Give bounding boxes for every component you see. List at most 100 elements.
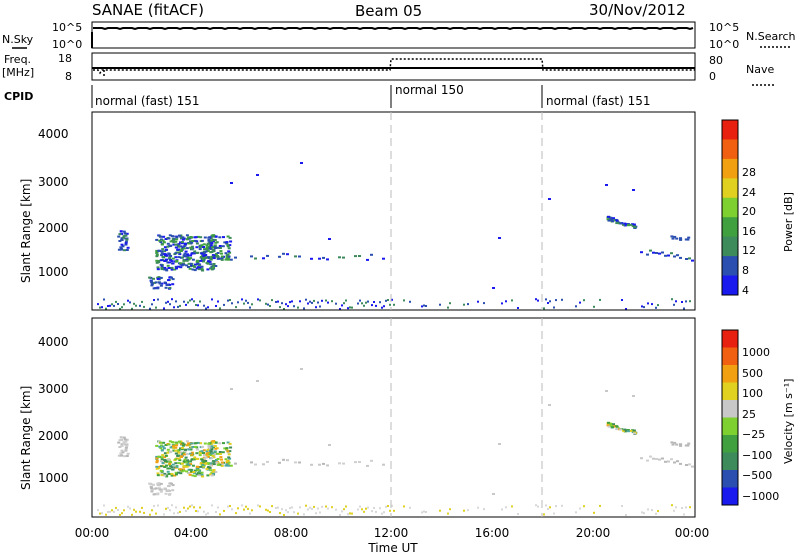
echo-cell [213, 239, 217, 241]
echo-cell [205, 452, 209, 455]
echo-cell [177, 256, 181, 259]
echo-cell [153, 299, 155, 301]
echo-cell [182, 443, 186, 446]
echo-cell [212, 440, 216, 443]
echo-cell [182, 254, 186, 257]
echo-cell [187, 464, 191, 467]
echo-cell [309, 300, 311, 303]
echo-cell [625, 308, 627, 310]
echo-cell [111, 303, 113, 306]
echo-cell [227, 464, 231, 467]
echo-cell [214, 441, 218, 444]
velocity-cbar-tick-neg500: −500 [742, 469, 772, 482]
echo-cell [158, 282, 162, 285]
echo-cell [159, 490, 163, 493]
echo-cell [218, 453, 222, 455]
echo-cell [125, 455, 129, 457]
echo-cell [195, 261, 199, 264]
echo-cell [315, 306, 317, 309]
echo-cell [383, 511, 385, 514]
echo-cell [243, 302, 245, 305]
echo-cell [167, 237, 171, 240]
echo-cell [170, 466, 174, 469]
echo-cell [358, 255, 361, 257]
echo-cell [547, 302, 549, 304]
echo-cell [119, 436, 123, 439]
echo-cell [326, 464, 329, 467]
echo-cell [209, 244, 213, 247]
echo-cell [393, 303, 395, 306]
echo-cell [113, 304, 115, 307]
echo-cell [181, 238, 185, 241]
echo-cell [389, 303, 391, 306]
echo-cell [160, 488, 164, 491]
echo-cell [160, 243, 164, 246]
echo-cell [643, 512, 645, 515]
echo-cell [175, 259, 179, 262]
echo-cell [182, 469, 186, 472]
echo-cell [579, 301, 581, 304]
echo-cell [225, 463, 229, 466]
echo-cell [205, 513, 207, 516]
echo-cell [121, 245, 125, 248]
echo-cell [262, 257, 265, 260]
echo-cell [120, 454, 124, 457]
echo-cell [210, 452, 214, 455]
echo-cell [347, 307, 349, 310]
echo-cell [269, 305, 271, 307]
echo-cell [351, 306, 353, 309]
echo-cell [670, 252, 673, 255]
echo-cell [204, 456, 208, 459]
echo-cell [227, 461, 231, 464]
echo-cell [160, 471, 164, 474]
echo-cell [169, 303, 171, 306]
echo-cell [205, 262, 209, 265]
echo-cell [626, 224, 630, 227]
echo-cell [118, 240, 122, 242]
echo-cell [583, 505, 585, 508]
echo-cell [193, 506, 195, 509]
echo-cell [664, 460, 667, 463]
echo-cell [205, 450, 209, 453]
echo-cell [163, 268, 167, 271]
echo-cell [218, 245, 222, 247]
echo-cell [651, 509, 653, 512]
echo-cell [127, 299, 129, 302]
colorbar-cell [722, 382, 738, 401]
echo-cell [175, 236, 179, 239]
echo-cell [162, 241, 166, 244]
echo-cell [449, 508, 451, 511]
echo-cell [180, 447, 184, 449]
power-scatter [97, 162, 694, 310]
echo-cell [220, 463, 224, 466]
echo-cell [421, 305, 423, 308]
echo-cell [163, 281, 167, 284]
echo-cell [281, 302, 283, 305]
echo-cell [505, 506, 507, 509]
echo-cell [209, 248, 213, 250]
echo-cell [218, 442, 222, 445]
echo-cell [467, 303, 469, 306]
echo-cell [186, 462, 190, 465]
echo-cell [177, 251, 181, 254]
echo-cell [165, 460, 169, 463]
echo-cell [154, 487, 158, 490]
echo-cell [160, 282, 164, 285]
echo-cell [199, 236, 203, 239]
echo-cell [200, 252, 204, 255]
echo-cell [176, 248, 180, 251]
echo-cell [174, 240, 178, 243]
echo-cell [227, 299, 229, 302]
velocity-ytick-3000: 3000 [38, 382, 69, 396]
echo-cell [331, 506, 333, 509]
echo-cell [182, 262, 185, 265]
echo-cell [164, 454, 168, 457]
echo-cell [409, 300, 411, 303]
echo-cell [208, 466, 212, 469]
echo-cell [169, 254, 172, 257]
echo-cell [254, 257, 257, 260]
echo-cell [204, 256, 208, 259]
echo-cell [661, 457, 664, 460]
echo-cell [177, 457, 181, 460]
echo-cell [156, 287, 160, 290]
